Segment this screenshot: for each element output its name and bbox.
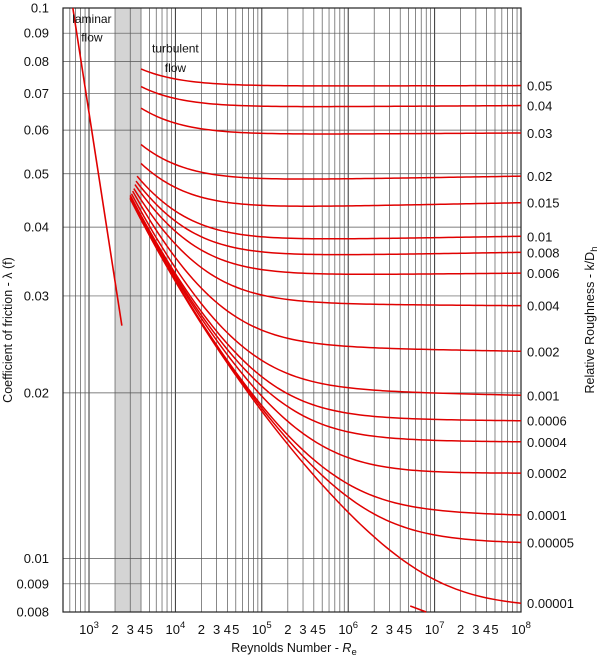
roughness-curve [140, 107, 522, 135]
x-tick-label: 2 [111, 622, 118, 637]
x-tick-label: 3 [386, 622, 393, 637]
x-tick-label: 4 [137, 622, 144, 637]
y-tick-label: 0.009 [16, 576, 49, 591]
roughness-label: 0.01 [527, 229, 552, 244]
roughness-curve [130, 193, 522, 397]
x-tick-label: 4 [397, 622, 404, 637]
x-tick-label: 2 [457, 622, 464, 637]
x-tick-label: 104 [166, 620, 186, 637]
x-tick-label: 3 [472, 622, 479, 637]
roughness-curve [140, 162, 522, 207]
roughness-label: 0.02 [527, 169, 552, 184]
y-tick-label: 0.03 [24, 288, 49, 303]
annotation-label: flow [81, 30, 103, 44]
roughness-curve [133, 188, 522, 307]
roughness-label: 0.03 [527, 126, 552, 141]
x-tick-label: 5 [146, 622, 153, 637]
roughness-label: 0.001 [527, 388, 560, 403]
y-tick-label: 0.1 [31, 1, 49, 16]
x-tick-label: 103 [79, 620, 99, 637]
x-tick-label: 2 [198, 622, 205, 637]
x-tick-label: 5 [319, 622, 326, 637]
y-tick-label: 0.08 [24, 54, 49, 69]
x-tick-label: 3 [299, 622, 306, 637]
roughness-label: 0.006 [527, 266, 560, 281]
y-tick-label: 0.06 [24, 123, 49, 138]
roughness-label: 0.0002 [527, 466, 567, 481]
x-tick-label: 106 [338, 620, 358, 637]
x-tick-label: 3 [127, 622, 134, 637]
x-axis-title: Reynolds Number - Re [231, 641, 356, 658]
annotation-label: laminar [72, 12, 111, 26]
x-tick-label: 108 [511, 620, 531, 637]
roughness-label: 0.00005 [527, 535, 574, 550]
x-tick-label: 107 [425, 620, 445, 637]
roughness-curve [129, 194, 522, 422]
annotation-label: turbulent [152, 42, 199, 56]
roughness-curve [134, 184, 522, 276]
smooth-pipe-tail [409, 605, 427, 613]
roughness-curve [129, 197, 522, 474]
x-tick-label: 4 [224, 622, 231, 637]
x-tick-label: 5 [232, 622, 239, 637]
x-tick-label: 4 [483, 622, 490, 637]
roughness-curve [140, 143, 522, 180]
roughness-curve [140, 85, 522, 108]
roughness-label: 0.0006 [527, 414, 567, 429]
roughness-label: 0.008 [527, 245, 560, 260]
x-tick-label: 2 [371, 622, 378, 637]
roughness-curve [129, 198, 522, 604]
roughness-curve [131, 190, 522, 353]
y2-axis-title-sub: h [589, 246, 600, 251]
y-tick-label: 0.04 [24, 220, 49, 235]
roughness-label: 0.0004 [527, 435, 567, 450]
roughness-label: 0.002 [527, 344, 560, 359]
y-tick-label: 0.05 [24, 166, 49, 181]
roughness-label: 0.04 [527, 99, 552, 114]
x-axis-title-sub: e [351, 647, 356, 658]
y2-axis-title-main: Relative Roughness - k/D [583, 252, 597, 394]
x-axis-title-main: Reynolds Number - [231, 641, 342, 655]
x-tick-label: 5 [491, 622, 498, 637]
y-axis-title: Coefficient of friction - λ (f) [1, 257, 15, 403]
y-tick-label: 0.07 [24, 86, 49, 101]
y-tick-label: 0.01 [24, 551, 49, 566]
x-tick-label: 105 [252, 620, 272, 637]
roughness-curve [129, 195, 522, 443]
plot-frame [62, 7, 522, 613]
y-tick-label: 0.09 [24, 26, 49, 41]
roughness-label: 0.015 [527, 196, 560, 211]
y-tick-label: 0.008 [16, 605, 49, 620]
x-axis-title-symbol: R [342, 641, 351, 655]
x-tick-label: 5 [405, 622, 412, 637]
annotation-label: flow [165, 61, 187, 75]
x-tick-label: 3 [213, 622, 220, 637]
roughness-label: 0.0001 [527, 508, 567, 523]
roughness-label: 0.05 [527, 79, 552, 94]
roughness-curve [135, 180, 522, 256]
laminar-flow-line [72, 7, 123, 326]
y2-axis-title: Relative Roughness - k/Dh [583, 246, 600, 393]
x-tick-label: 2 [284, 622, 291, 637]
roughness-label: 0.004 [527, 299, 560, 314]
roughness-label: 0.00001 [527, 596, 574, 611]
roughness-curve [136, 175, 522, 240]
y-tick-label: 0.02 [24, 385, 49, 400]
roughness-curve [140, 68, 522, 87]
x-tick-label: 4 [310, 622, 317, 637]
